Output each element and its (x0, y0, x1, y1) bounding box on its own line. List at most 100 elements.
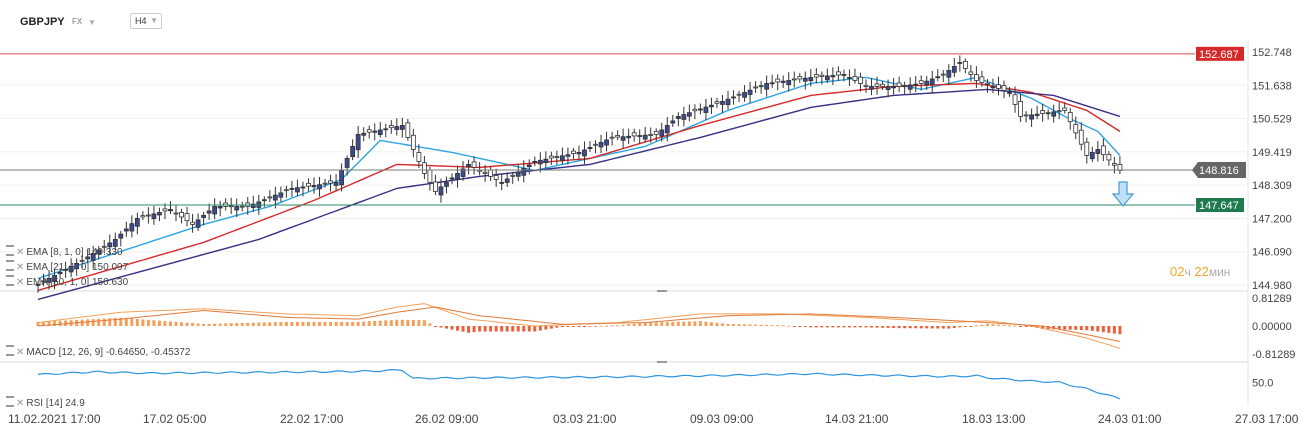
chart-toolbar: GBPJPY FX ▼ H4 ▼ (0, 0, 300, 40)
hours-unit: ч (1184, 265, 1191, 279)
macd-histogram-bar (224, 323, 228, 326)
menu-icon[interactable] (6, 260, 14, 271)
candle-body (295, 187, 300, 193)
candle-body (1012, 94, 1018, 105)
close-icon[interactable]: ✕ (16, 262, 25, 273)
macd-histogram-bar (318, 321, 322, 326)
candle-body (300, 186, 306, 189)
candle-body (444, 182, 449, 187)
candle-body (869, 86, 874, 90)
macd-histogram-bar (1052, 326, 1056, 330)
legend-ema-21[interactable]: ✕ EMA [21, 1, 0] 150.097 (6, 260, 128, 273)
candle-body (510, 174, 516, 177)
macd-histogram-bar (792, 326, 796, 327)
macd-histogram-bar (649, 322, 653, 326)
macd-histogram-bar (974, 325, 978, 327)
resistance-label-box (1196, 46, 1244, 61)
candle-body (190, 221, 195, 225)
time-tick-label: 24.03 01:00 (1098, 412, 1162, 426)
macd-histogram-bar (605, 325, 609, 327)
macd-histogram-bar (163, 321, 167, 326)
macd-histogram-bar (351, 321, 355, 326)
legend-ema-50[interactable]: ✕ EMA [50, 1, 0] 150.630 (6, 275, 128, 288)
macd-histogram-bar (914, 326, 918, 329)
timeframe-select[interactable]: H4 ▼ (130, 13, 162, 29)
macd-histogram-bar (168, 321, 172, 326)
legend-macd[interactable]: ✕ MACD [12, 26, 9] -0.64650, -0.45372 (6, 345, 190, 358)
candle-body (824, 75, 830, 81)
candle-body (951, 66, 957, 73)
candle-body (79, 259, 85, 262)
chevron-down-icon[interactable]: ▼ (88, 18, 96, 27)
macd-histogram-bar (616, 325, 620, 327)
candle-body (1112, 163, 1117, 166)
macd-histogram-bar (428, 323, 432, 326)
candle-body (659, 129, 665, 137)
macd-histogram-bar (461, 326, 465, 332)
candle-body (118, 233, 124, 239)
candle-body (703, 106, 709, 113)
macd-histogram-bar (356, 321, 360, 326)
legend-ema-8[interactable]: ✕ EMA [8, 1, 0] 149.330 (6, 245, 123, 258)
candle-body (874, 83, 880, 87)
close-icon[interactable]: ✕ (16, 277, 25, 288)
candle-body (841, 74, 847, 76)
macd-histogram-bar (345, 321, 349, 326)
macd-histogram-bar (555, 326, 559, 328)
macd-histogram-bar (858, 326, 862, 328)
candle-body (35, 284, 41, 286)
candle-body (902, 85, 908, 88)
macd-histogram-bar (174, 321, 178, 326)
symbol-label[interactable]: GBPJPY (20, 16, 65, 28)
horizontal-levels[interactable]: 152.687 148.816 147.647 (0, 46, 1246, 213)
macd-histogram-bar (312, 321, 316, 326)
chevron-down-icon: ▼ (150, 16, 158, 25)
macd-histogram-bar (406, 319, 410, 326)
candle-body (786, 80, 792, 86)
macd-histogram-bar (422, 320, 426, 326)
time-tick-label: 03.03 21:00 (553, 412, 617, 426)
price-tick-label: 147.200 (1252, 213, 1292, 225)
candle-body (686, 112, 692, 117)
close-icon[interactable]: ✕ (16, 398, 25, 409)
time-tick-label: 17.02 05:00 (143, 412, 207, 426)
macd-tick-label: -0.81289 (1252, 349, 1295, 361)
candle-body (935, 76, 941, 79)
macd-histogram-bar (698, 321, 702, 326)
candle-body (847, 77, 852, 79)
macd-histogram-bar (571, 326, 575, 327)
macd-panel: 0.81289 0.00000 -0.81289 (36, 293, 1295, 361)
candle-body (123, 228, 129, 232)
close-icon[interactable]: ✕ (16, 247, 25, 258)
candle-body (852, 76, 858, 81)
macd-histogram-bar (157, 320, 161, 326)
candle-body (1001, 85, 1007, 91)
ema-lines (37, 76, 1121, 301)
menu-icon[interactable] (6, 245, 14, 256)
macd-histogram-bar (218, 323, 222, 326)
candle-body (85, 256, 91, 260)
panel-resize-handle (657, 290, 667, 292)
macd-histogram-bar (119, 317, 123, 326)
macd-histogram-bar (621, 324, 625, 326)
candle-body (1007, 92, 1012, 94)
menu-icon[interactable] (6, 396, 14, 407)
candle-body (587, 147, 593, 150)
ema-8-label: EMA [8, 1, 0] 149.330 (26, 247, 123, 258)
macd-histogram-bar (207, 323, 211, 326)
menu-icon[interactable] (6, 345, 14, 356)
candle-body (333, 182, 339, 186)
macd-histogram-bar (660, 322, 664, 326)
macd-histogram-bar (444, 326, 448, 329)
close-icon[interactable]: ✕ (16, 347, 25, 358)
macd-histogram-bar (527, 326, 531, 332)
candle-body (968, 71, 974, 75)
menu-icon[interactable] (6, 275, 14, 286)
legend-rsi[interactable]: ✕ RSI [14] 24.9 (6, 396, 85, 409)
candle-body (819, 74, 825, 77)
candle-body (1034, 113, 1040, 116)
macd-histogram-bar (229, 323, 233, 326)
macd-histogram-bar (776, 325, 780, 327)
macd-histogram-bar (439, 326, 443, 328)
